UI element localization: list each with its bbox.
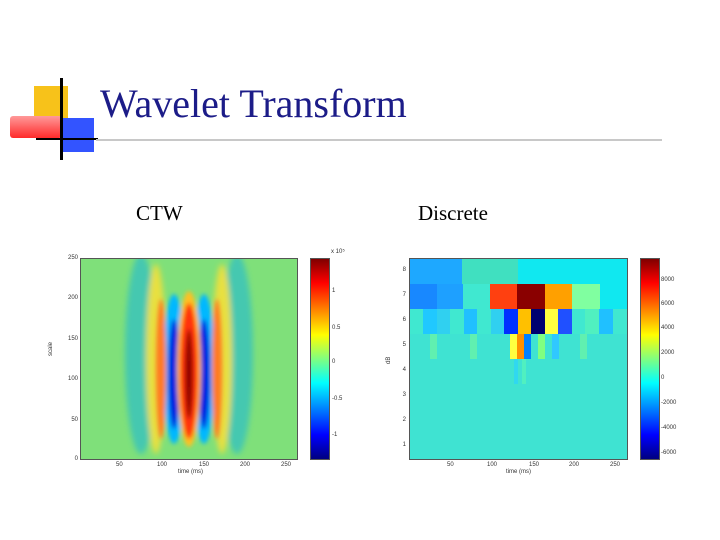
cwt-colorbar (310, 258, 330, 460)
cwt-y-ticks: 250 200 150 100 50 0 (62, 255, 78, 462)
dwt-row-8 (410, 259, 627, 284)
x-tick: 50 (447, 462, 454, 468)
y-tick: 200 (67, 295, 78, 301)
y-tick: 100 (67, 376, 78, 382)
colorbar-tick: 0.5 (332, 325, 341, 331)
y-tick: 7 (402, 292, 406, 298)
colorbar-tick: -1 (332, 432, 338, 438)
slide-logo (8, 78, 98, 160)
y-tick: 2 (402, 417, 406, 423)
colorbar-tick: 0 (661, 375, 665, 381)
x-tick: 50 (116, 462, 123, 468)
colorbar-tick: 0 (332, 359, 336, 365)
x-tick: 150 (199, 462, 210, 468)
dwt-y-ticks: 8 7 6 5 4 3 2 1 (396, 258, 406, 460)
colorbar-tick: -4000 (661, 425, 677, 431)
left-caption: CTW (136, 201, 183, 225)
colorbar-tick: -2000 (661, 400, 677, 406)
colorbar-tick: 8000 (661, 277, 675, 283)
dwt-x-label: time (ms) (506, 469, 531, 475)
cwt-inner-wave (156, 291, 222, 447)
dwt-row-7 (410, 284, 627, 309)
colorbar-tick: 4000 (661, 325, 675, 331)
dwt-heatmap (410, 259, 627, 459)
y-tick: 3 (402, 392, 406, 398)
y-tick: 6 (402, 317, 406, 323)
y-tick: 0 (74, 456, 78, 462)
logo-horizontal-line (36, 138, 98, 140)
x-tick: 250 (281, 462, 292, 468)
logo-vertical-line (60, 78, 63, 160)
slide-title: Wavelet Transform (100, 81, 407, 126)
x-tick: 150 (529, 462, 540, 468)
colorbar-tick: -0.5 (332, 396, 343, 402)
x-tick: 250 (610, 462, 621, 468)
x-tick: 200 (240, 462, 251, 468)
dwt-row-4 (514, 359, 526, 384)
cwt-x-ticks: 50 100 150 200 250 (80, 462, 298, 470)
cwt-y-label: scale (48, 341, 54, 356)
dwt-row-6 (410, 309, 627, 334)
cwt-x-label: time (ms) (178, 469, 203, 475)
colorbar-tick: 1 (332, 288, 336, 294)
title-rule (96, 139, 662, 141)
cwt-heatmap (81, 259, 297, 459)
right-caption: Discrete (418, 201, 488, 225)
y-tick: 4 (402, 367, 406, 373)
dwt-colorbar (640, 258, 660, 460)
y-tick: 150 (67, 336, 78, 342)
y-tick: 8 (402, 267, 406, 273)
colorbar-tick: 2000 (661, 350, 675, 356)
x-tick: 100 (487, 462, 498, 468)
dwt-y-label: dB (386, 356, 392, 364)
dwt-row-5 (410, 334, 627, 359)
y-tick: 1 (402, 442, 406, 448)
logo-red-bar (10, 116, 62, 138)
dwt-plot (409, 258, 628, 460)
y-tick: 50 (71, 417, 78, 423)
dwt-x-ticks: 50 100 150 200 250 (409, 462, 628, 470)
y-tick: 250 (67, 255, 78, 261)
logo-blue-square (60, 118, 94, 152)
x-tick: 100 (157, 462, 168, 468)
cwt-plot (80, 258, 298, 460)
x-tick: 200 (569, 462, 580, 468)
cwt-colorbar-exponent: x 10⁵ (331, 249, 345, 255)
colorbar-tick: 6000 (661, 301, 675, 307)
colorbar-tick: -6000 (661, 450, 677, 456)
y-tick: 5 (402, 342, 406, 348)
